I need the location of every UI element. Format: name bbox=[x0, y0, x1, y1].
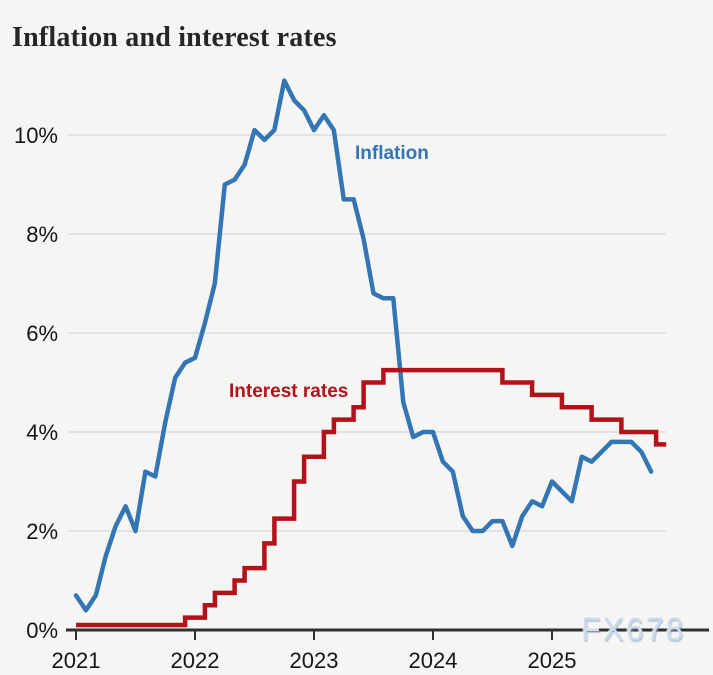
fx678-watermark: FX678 bbox=[581, 611, 686, 647]
chart-title: Inflation and interest rates bbox=[12, 21, 337, 53]
y-axis-label: 6% bbox=[26, 321, 58, 346]
x-axis-label: 2021 bbox=[52, 648, 101, 673]
y-axis-label: 2% bbox=[26, 519, 58, 544]
y-axis-label: 4% bbox=[26, 420, 58, 445]
x-axis-label: 2022 bbox=[171, 648, 220, 673]
x-axis-label: 2023 bbox=[290, 648, 339, 673]
y-axis-label: 8% bbox=[26, 222, 58, 247]
y-axis-label: 0% bbox=[26, 618, 58, 643]
x-axis-label: 2024 bbox=[409, 648, 458, 673]
inflation-series-label: Inflation bbox=[355, 143, 429, 164]
y-axis-label: 10% bbox=[14, 123, 58, 148]
x-axis-label: 2025 bbox=[528, 648, 577, 673]
inflation-line bbox=[73, 78, 654, 613]
interest-rates-series-label: Interest rates bbox=[229, 381, 349, 402]
interest-rates-line bbox=[76, 367, 667, 628]
